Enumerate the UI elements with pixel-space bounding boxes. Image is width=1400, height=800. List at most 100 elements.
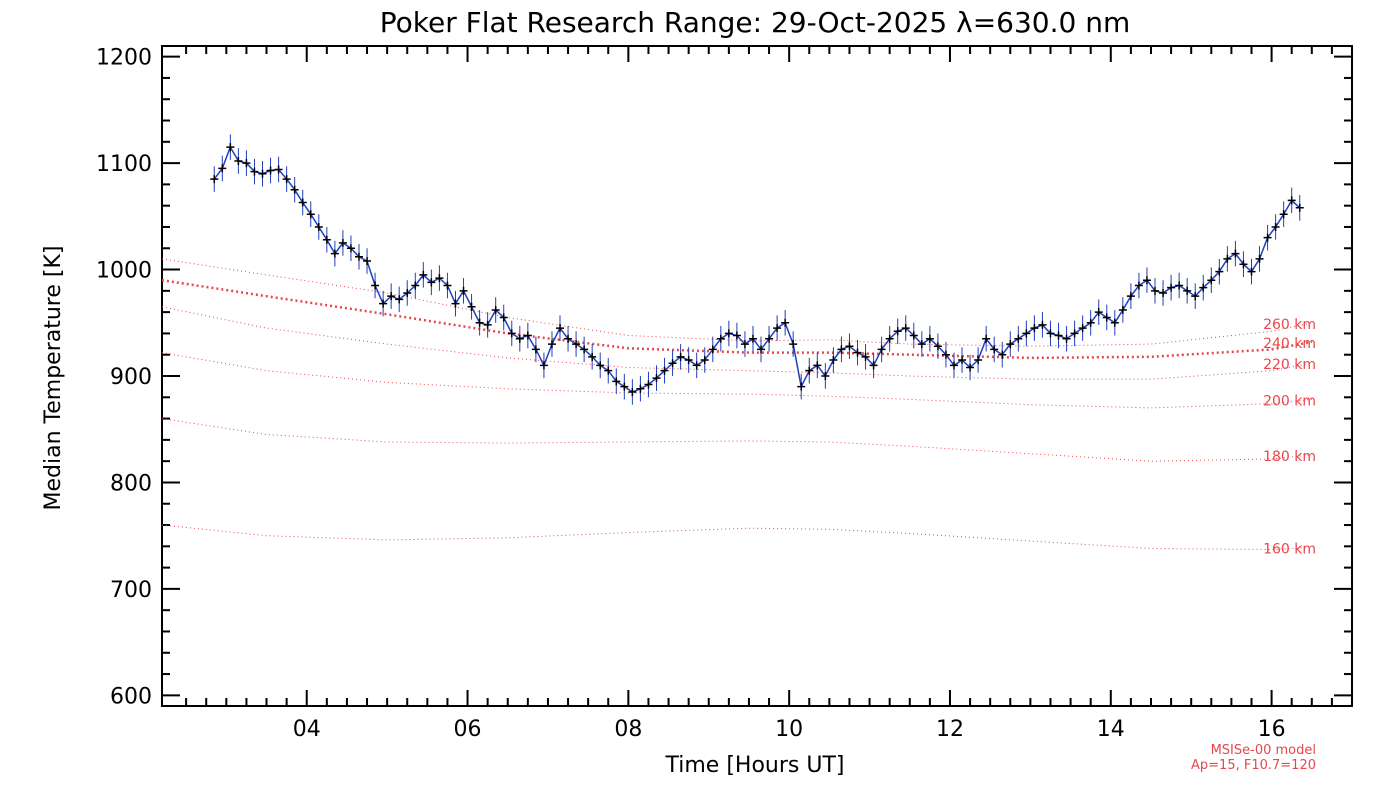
data-point [1223, 254, 1232, 263]
data-point [684, 356, 693, 365]
x-tick-label: 16 [1258, 717, 1286, 742]
data-point [443, 281, 452, 290]
data-point [403, 288, 412, 297]
y-axis-label: Median Temperature [K] [41, 246, 66, 511]
chart-title: Poker Flat Research Range: 29-Oct-2025 λ… [380, 6, 1131, 39]
data-point [837, 345, 846, 354]
data-point [322, 235, 331, 244]
data-point [1102, 313, 1111, 322]
data-point [411, 281, 420, 290]
data-point [379, 299, 388, 308]
data-point [990, 345, 999, 354]
data-point [612, 377, 621, 386]
data-point [210, 175, 219, 184]
data-point [1022, 329, 1031, 338]
data-point [636, 384, 645, 393]
data-point [604, 366, 613, 375]
data-point [483, 320, 492, 329]
data-point [829, 356, 838, 365]
data-point [1038, 320, 1047, 329]
data-point [628, 387, 637, 396]
data-point [909, 331, 918, 340]
data-point [306, 210, 315, 219]
data-point [1134, 281, 1143, 290]
data-point [1110, 318, 1119, 327]
data-point [1279, 210, 1288, 219]
data-point [1271, 222, 1280, 231]
data-point [644, 380, 653, 389]
data-point [781, 318, 790, 327]
data-point [620, 382, 629, 391]
data-point [1070, 329, 1079, 338]
data-point [901, 324, 910, 333]
data-point [1054, 331, 1063, 340]
model-note-line-2: Ap=15, F10.7=120 [1191, 758, 1316, 773]
x-tick-label: 12 [936, 717, 964, 742]
data-point [668, 359, 677, 368]
data-point [1247, 267, 1256, 276]
data-point [982, 334, 991, 343]
data-point [499, 313, 508, 322]
data-point [363, 257, 372, 266]
data-point [1126, 292, 1135, 301]
x-tick-label: 10 [775, 717, 803, 742]
y-tick-label: 1100 [96, 152, 152, 177]
model-curves: 160 km 180 km 200 km 220 km 240 km 260 km [161, 258, 1316, 557]
data-point [1078, 324, 1087, 333]
model-label-160-km: 160 km [1263, 541, 1316, 557]
y-tick-label: 800 [110, 471, 152, 496]
data-point [1295, 203, 1304, 212]
data-point [1199, 283, 1208, 292]
model-label-240-km: 240 km [1263, 336, 1316, 352]
measured-series [210, 134, 1304, 405]
data-point [1183, 286, 1192, 295]
data-point [395, 295, 404, 304]
data-point [354, 252, 363, 261]
data-point [1062, 334, 1071, 343]
data-point [1207, 276, 1216, 285]
data-point [958, 356, 967, 365]
data-point [773, 324, 782, 333]
model-label-180-km: 180 km [1263, 449, 1316, 465]
data-point [765, 334, 774, 343]
data-point [298, 198, 307, 207]
data-point [419, 270, 428, 279]
data-point [933, 342, 942, 351]
data-point [258, 169, 267, 178]
data-point [507, 329, 516, 338]
data-point [998, 350, 1007, 359]
data-point [660, 366, 669, 375]
data-point [1239, 260, 1248, 269]
data-point [1118, 306, 1127, 314]
data-point [234, 156, 243, 165]
data-point [539, 361, 548, 370]
data-point [266, 166, 275, 175]
data-point [1014, 334, 1023, 343]
model-curve-160-km [161, 524, 1312, 551]
data-point [724, 329, 733, 338]
data-point [475, 318, 484, 327]
data-point [314, 222, 323, 231]
y-tick-label: 1000 [96, 259, 152, 284]
data-point [1159, 288, 1168, 297]
model-label-200-km: 200 km [1263, 393, 1316, 409]
data-point [966, 363, 975, 372]
data-point [1046, 329, 1055, 338]
model-label-260-km: 260 km [1263, 317, 1316, 333]
data-point [797, 382, 806, 391]
data-point [330, 249, 339, 258]
data-point [853, 348, 862, 357]
data-point [523, 331, 532, 340]
data-point [572, 340, 581, 349]
data-point [716, 334, 725, 343]
data-point [789, 340, 798, 349]
data-point [757, 345, 766, 354]
data-point [515, 334, 524, 343]
data-point [1231, 249, 1240, 258]
plot-frame [161, 45, 1353, 707]
data-point [451, 299, 460, 308]
data-point [1094, 308, 1103, 317]
data-point [974, 356, 983, 365]
data-point [580, 345, 589, 354]
